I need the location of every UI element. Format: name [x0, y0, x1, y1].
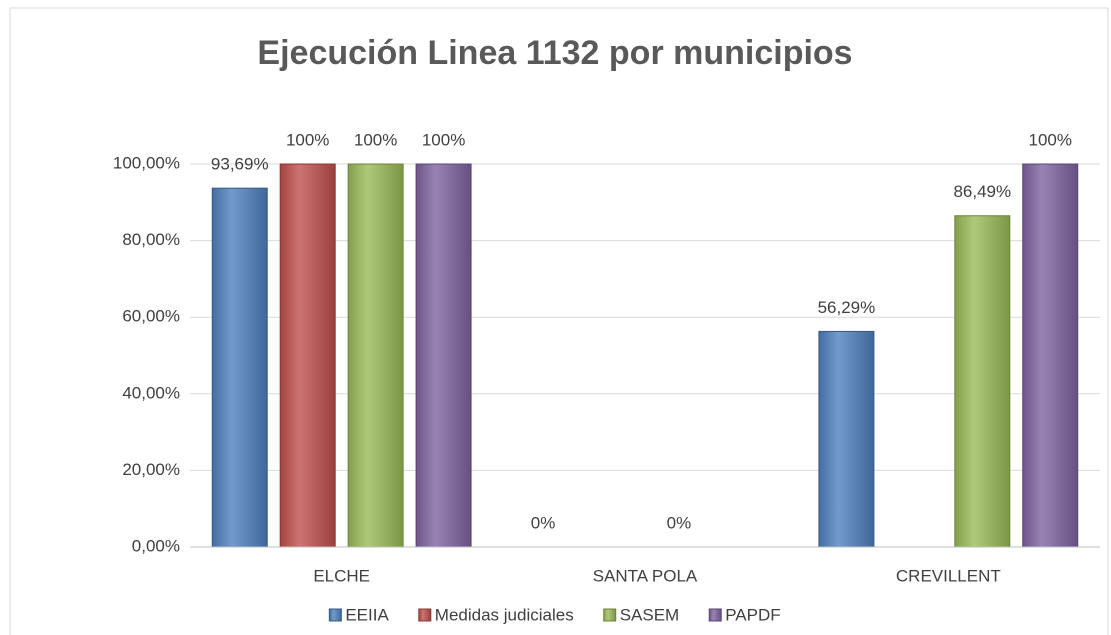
- x-tick-label: SANTA POLA: [593, 566, 698, 585]
- legend-swatch: [603, 608, 617, 622]
- bar: [818, 330, 875, 548]
- bar: [954, 215, 1011, 548]
- y-tick-label: 80,00%: [122, 230, 180, 249]
- value-label: 86,49%: [953, 182, 1011, 201]
- legend-swatch: [418, 608, 432, 622]
- value-label: 100%: [1029, 130, 1072, 149]
- bar: [211, 187, 268, 548]
- y-tick-label: 40,00%: [122, 383, 180, 402]
- x-tick-label: ELCHE: [313, 566, 370, 585]
- bar: [1022, 163, 1079, 548]
- value-label: 100%: [422, 130, 465, 149]
- legend-label: SASEM: [620, 605, 680, 624]
- legend-swatch: [328, 608, 342, 622]
- y-tick-label: 20,00%: [122, 460, 180, 479]
- value-label: 56,29%: [818, 298, 876, 317]
- bar: [415, 163, 472, 548]
- value-label: 0%: [531, 513, 556, 532]
- value-label: 0%: [667, 513, 692, 532]
- bar: [279, 163, 336, 548]
- value-label: 93,69%: [211, 155, 269, 174]
- value-label: 100%: [354, 130, 397, 149]
- value-label: 100%: [286, 130, 329, 149]
- legend-label: Medidas judiciales: [435, 605, 574, 624]
- legend-label: PAPDF: [725, 605, 780, 624]
- y-tick-label: 0,00%: [132, 536, 180, 555]
- chart-title: Ejecución Linea 1132 por municipios: [257, 34, 852, 72]
- y-tick-label: 60,00%: [122, 307, 180, 326]
- legend-label: EEIIA: [345, 605, 389, 624]
- x-tick-label: CREVILLENT: [896, 566, 1001, 585]
- y-tick-label: 100,00%: [113, 153, 180, 172]
- chart-border: [9, 7, 1109, 635]
- legend-swatch: [708, 608, 722, 622]
- bar: [347, 163, 404, 548]
